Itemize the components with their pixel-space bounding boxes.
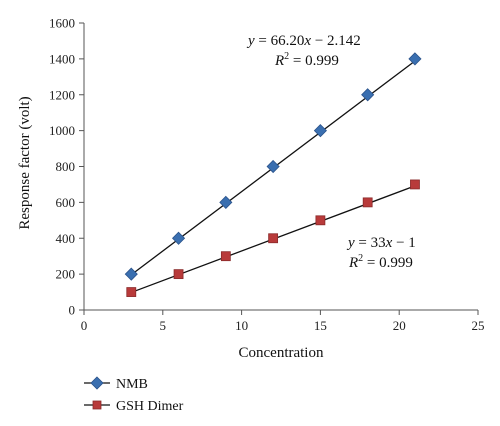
y-tick-label: 1200: [49, 87, 75, 102]
point-nmb: [171, 231, 186, 245]
y-tick-label: 1400: [49, 51, 75, 66]
gsh-equation: y = 33x − 1 R2 = 0.999: [346, 235, 416, 271]
gsh-equation-text: y = 33x − 1: [346, 235, 416, 251]
point-gsh-dimer: [410, 179, 420, 190]
point-gsh-dimer: [126, 287, 137, 297]
legend-label-nmb: NMB: [116, 377, 148, 392]
point-nmb: [266, 159, 280, 174]
x-tick-label: 15: [314, 318, 327, 333]
axes: 0 5 10 15 20 25 0 200 400 600 800 1000 1200 1400 1600: [49, 16, 485, 334]
point-nmb: [408, 52, 422, 66]
point-nmb: [124, 267, 138, 281]
point-gsh-dimer: [315, 215, 326, 226]
markers: [124, 52, 422, 297]
y-tick-label: 0: [69, 303, 76, 318]
x-tick-label: 5: [160, 318, 167, 333]
point-gsh-dimer: [220, 251, 231, 262]
legend-item-nmb: NMB: [84, 376, 148, 392]
point-nmb: [313, 124, 327, 138]
y-tick-label: 400: [56, 231, 76, 246]
y-tick-label: 800: [56, 159, 76, 174]
legend-marker-gsh: [92, 400, 102, 410]
point-nmb: [219, 195, 233, 209]
y-tick-label: 1600: [49, 16, 75, 31]
point-gsh-dimer: [268, 233, 279, 244]
legend-marker-nmb: [90, 376, 104, 390]
y-tick-label: 200: [56, 267, 76, 282]
point-gsh-dimer: [362, 197, 373, 208]
point-gsh-dimer: [173, 269, 184, 280]
legend-label-gsh: GSH Dimer: [116, 399, 184, 414]
nmb-r2-text: R2 = 0.999: [274, 51, 339, 69]
point-nmb: [361, 88, 375, 102]
nmb-equation-text: y = 66.20x − 2.142: [246, 33, 361, 49]
y-tick-label: 600: [56, 195, 76, 210]
x-tick-label: 10: [235, 318, 248, 333]
legend: NMB GSH Dimer: [84, 376, 184, 414]
x-axis-title: Concentration: [239, 345, 324, 361]
legend-item-gsh-dimer: GSH Dimer: [84, 399, 184, 414]
gsh-r2-text: R2 = 0.999: [348, 253, 413, 271]
y-tick-label: 1000: [49, 123, 75, 138]
y-axis-title: Response factor (volt): [17, 96, 33, 229]
nmb-equation: y = 66.20x − 2.142 R2 = 0.999: [246, 33, 361, 69]
x-tick-label: 25: [472, 318, 485, 333]
x-tick-label: 0: [81, 318, 88, 333]
x-tick-label: 20: [393, 318, 406, 333]
